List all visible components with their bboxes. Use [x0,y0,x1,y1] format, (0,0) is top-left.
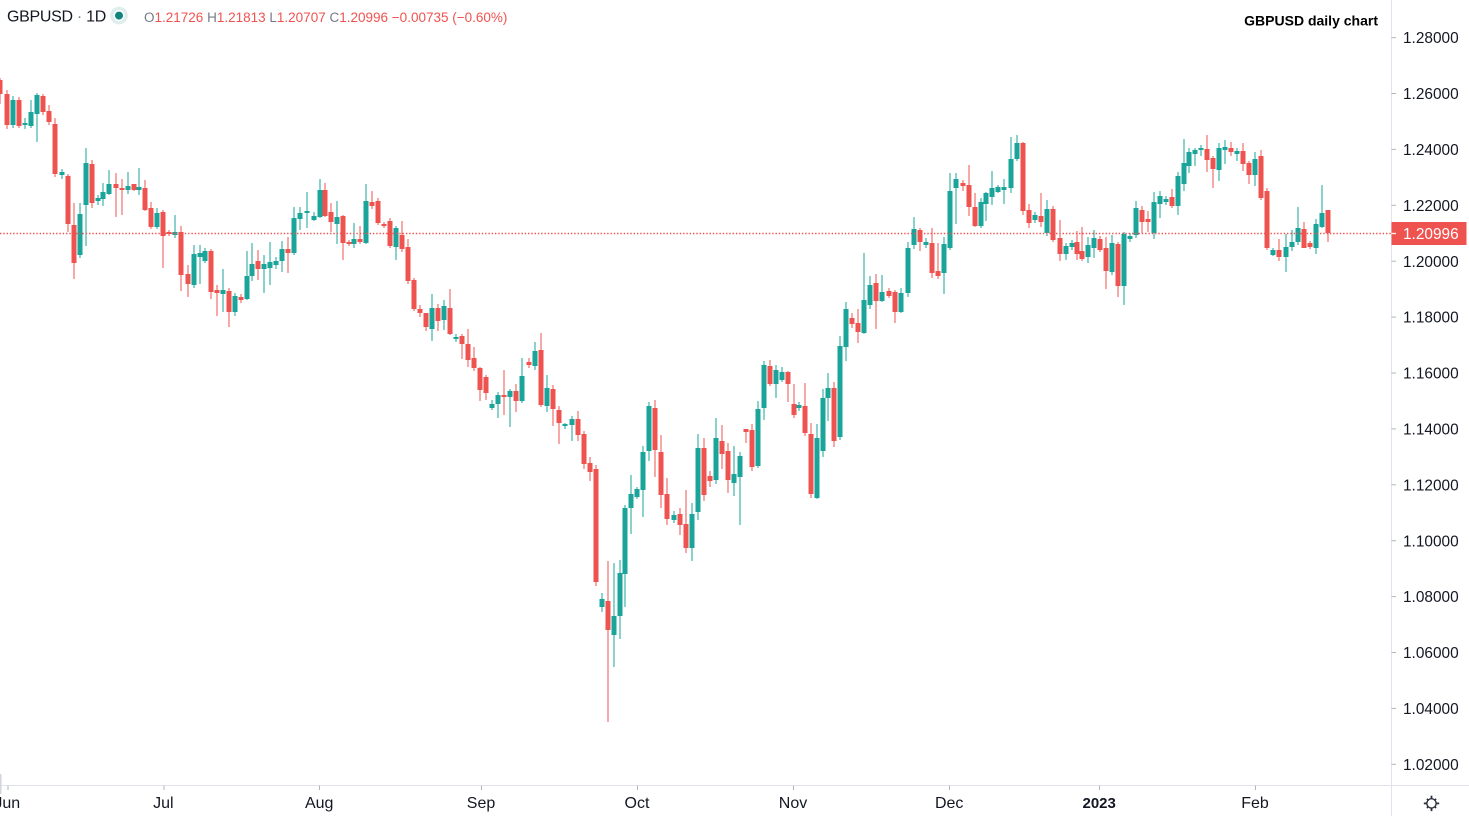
svg-text:Dec: Dec [935,795,963,812]
svg-text:Aug: Aug [305,795,333,812]
svg-text:1.02000: 1.02000 [1403,757,1459,774]
svg-text:1.06000: 1.06000 [1403,645,1459,662]
svg-text:2023: 2023 [1083,795,1116,812]
svg-text:Jul: Jul [153,795,173,812]
svg-text:Feb: Feb [1241,795,1269,812]
svg-text:1.14000: 1.14000 [1403,422,1459,439]
svg-text:Oct: Oct [625,795,650,812]
svg-text:Sep: Sep [467,795,496,812]
svg-text:1.04000: 1.04000 [1403,701,1459,718]
svg-text:GBPUSD · 1D: GBPUSD · 1D [7,9,106,26]
svg-text:1.10000: 1.10000 [1403,533,1459,550]
svg-text:1.16000: 1.16000 [1403,366,1459,383]
svg-text:1.26000: 1.26000 [1403,86,1459,103]
svg-text:1.28000: 1.28000 [1403,30,1459,47]
svg-text:1.22000: 1.22000 [1403,198,1459,215]
svg-text:1.12000: 1.12000 [1403,477,1459,494]
svg-text:O1.21726 H1.21813 L1.20707 C1.: O1.21726 H1.21813 L1.20707 C1.20996 −0.0… [144,10,507,25]
svg-text:GBPUSD daily chart: GBPUSD daily chart [1244,12,1378,28]
svg-text:1.08000: 1.08000 [1403,589,1459,606]
svg-text:Jun: Jun [0,795,20,812]
svg-text:1.24000: 1.24000 [1403,142,1459,159]
svg-text:1.18000: 1.18000 [1403,310,1459,327]
svg-text:1.20000: 1.20000 [1403,254,1459,271]
svg-text:Nov: Nov [779,795,807,812]
svg-text:1.20996: 1.20996 [1403,226,1459,243]
